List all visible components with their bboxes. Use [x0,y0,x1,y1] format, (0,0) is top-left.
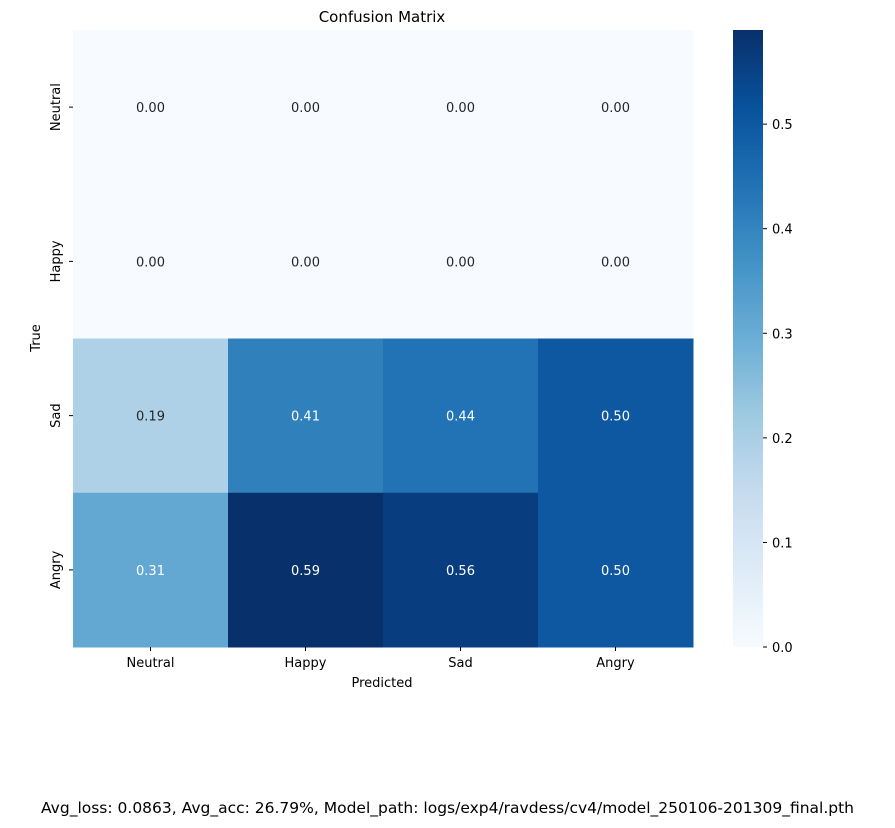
cell-label-3-3: 0.50 [601,564,630,579]
cell-label-2-1: 0.41 [291,410,320,425]
cell-3-3 [538,492,694,648]
cell-label-3-2: 0.56 [446,564,475,579]
cell-3-2 [383,492,539,648]
cell-label-2-3: 0.50 [601,410,630,425]
heatmap-cells [73,30,694,648]
cell-0-2 [383,30,539,185]
y-axis-label: True [29,324,44,353]
cell-3-1 [228,492,384,648]
x-axis-ticks: Neutral Happy Sad Angry [127,647,635,671]
colorbar-tick-label: 0.3 [772,327,793,342]
cell-label-1-1: 0.00 [291,255,320,270]
heatmap-cell-labels: 0.00 0.00 0.00 0.00 0.00 0.00 0.00 0.00 0.19 0.41… [136,101,630,579]
cell-0-0 [73,30,229,185]
cell-0-3 [538,30,694,185]
chart-title: Confusion Matrix [319,8,446,26]
cell-0-1 [228,30,384,185]
x-tick-label: Sad [448,656,472,671]
colorbar-tick-label: 0.5 [772,118,793,133]
y-axis-ticks: Neutral Happy Sad Angry [49,83,73,589]
x-tick-label: Neutral [127,656,175,671]
cell-1-1 [228,184,384,339]
y-tick-label: Angry [49,550,64,589]
cell-label-2-2: 0.44 [446,410,475,425]
y-tick-label: Neutral [49,83,64,131]
cell-1-0 [73,184,229,339]
cell-label-1-2: 0.00 [446,255,475,270]
colorbar-tick-label: 0.4 [772,223,793,238]
cell-3-0 [73,492,229,648]
cell-label-1-3: 0.00 [601,255,630,270]
cell-2-3 [538,338,694,494]
x-axis-label: Predicted [351,676,412,691]
x-tick-label: Happy [285,656,327,671]
cell-label-0-3: 0.00 [601,101,630,116]
colorbar-tick-label: 0.0 [772,641,793,656]
colorbar [733,30,763,647]
cell-label-3-1: 0.59 [291,564,320,579]
cell-label-2-0: 0.19 [136,410,165,425]
cell-label-0-1: 0.00 [291,101,320,116]
y-tick-label: Sad [49,403,64,427]
x-tick-label: Angry [596,656,635,671]
cell-2-2 [383,338,539,494]
cell-2-0 [73,338,229,494]
colorbar-tick-label: 0.1 [772,536,793,551]
cell-1-3 [538,184,694,339]
cell-label-1-0: 0.00 [136,255,165,270]
cell-1-2 [383,184,539,339]
cell-2-1 [228,338,384,494]
cell-label-3-0: 0.31 [136,564,165,579]
y-tick-label: Happy [49,240,64,282]
colorbar-ticks: 0.0 0.1 0.2 0.3 0.4 0.5 [763,118,793,656]
colorbar-tick-label: 0.2 [772,432,793,447]
footer-summary: Avg_loss: 0.0863, Avg_acc: 26.79%, Model… [40,799,855,817]
cell-label-0-2: 0.00 [446,101,475,116]
cell-label-0-0: 0.00 [136,101,165,116]
